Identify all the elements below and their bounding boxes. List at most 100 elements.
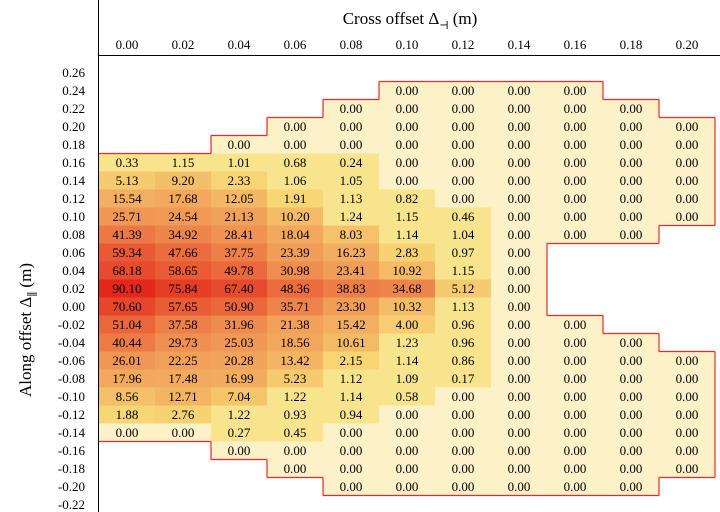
cell-value-label: 0.00: [452, 461, 475, 476]
cell-value-label: 0.00: [620, 407, 643, 422]
heatmap-cell: [323, 207, 379, 226]
cell-value-label: 0.00: [508, 425, 531, 440]
heatmap-cell: [155, 333, 211, 352]
heatmap-cell: [379, 351, 435, 370]
cell-value-label: 0.00: [564, 407, 587, 422]
x-tick-label: 0.10: [396, 37, 419, 52]
cell-value-label: 34.92: [168, 227, 197, 242]
cell-value-label: 1.01: [228, 155, 251, 170]
heatmap-cell: [547, 189, 603, 208]
cell-value-label: 5.23: [284, 371, 307, 386]
cell-value-label: 0.00: [620, 155, 643, 170]
cell-value-label: 0.00: [676, 353, 699, 368]
heatmap-cell: [435, 351, 491, 370]
x-tick-label: 0.02: [172, 37, 195, 52]
cell-value-label: 20.28: [224, 353, 253, 368]
cell-value-label: 0.68: [284, 155, 307, 170]
cell-value-label: 0.00: [620, 443, 643, 458]
heatmap-cell: [267, 423, 323, 442]
cell-value-label: 51.04: [112, 317, 142, 332]
cell-value-label: 0.00: [508, 461, 531, 476]
heatmap-cell: [211, 315, 267, 334]
cell-value-label: 40.44: [112, 335, 142, 350]
heatmap-cell: [379, 261, 435, 280]
heatmap-cell: [379, 153, 435, 172]
cell-value-label: 0.00: [452, 191, 475, 206]
cell-value-label: 0.00: [620, 389, 643, 404]
cell-value-label: 0.00: [508, 173, 531, 188]
heatmap-cell: [323, 441, 379, 460]
cell-value-label: 1.14: [340, 389, 363, 404]
cell-value-label: 1.05: [340, 173, 363, 188]
heatmap-cell: [491, 207, 547, 226]
heatmap-cell: [491, 459, 547, 478]
heatmap-cell: [491, 369, 547, 388]
cell-value-label: 23.41: [336, 263, 365, 278]
cell-value-label: 5.12: [452, 281, 475, 296]
heatmap-cell: [99, 423, 155, 442]
heatmap-cell: [323, 423, 379, 442]
cell-value-label: 1.12: [340, 371, 363, 386]
cell-value-label: 0.00: [564, 461, 587, 476]
heatmap-cell: [435, 315, 491, 334]
cell-value-label: 17.96: [112, 371, 142, 386]
cell-value-label: 67.40: [224, 281, 253, 296]
cell-value-label: 0.46: [452, 209, 475, 224]
heatmap-cell: [547, 315, 603, 334]
heatmap-cell: [603, 99, 659, 118]
cell-value-label: 0.00: [396, 173, 419, 188]
heatmap-cell: [659, 171, 715, 190]
cell-value-label: 2.15: [340, 353, 363, 368]
heatmap-cell: [267, 279, 323, 298]
cell-value-label: 1.14: [396, 227, 419, 242]
y-tick-label: -0.06: [58, 353, 86, 368]
heatmap-cell: [659, 207, 715, 226]
cell-value-label: 10.20: [280, 209, 309, 224]
heatmap-cell: [211, 333, 267, 352]
y-axis-title: Along offset Δ∥(m): [16, 263, 39, 397]
heatmap-cell: [267, 171, 323, 190]
cell-value-label: 21.38: [280, 317, 309, 332]
cell-value-label: 50.90: [224, 299, 253, 314]
cell-value-label: 18.56: [280, 335, 310, 350]
heatmap-cell: [379, 369, 435, 388]
heatmap-cell: [659, 351, 715, 370]
cell-value-label: 0.00: [564, 389, 587, 404]
cell-value-label: 0.82: [396, 191, 419, 206]
heatmap-cell: [211, 207, 267, 226]
cell-value-label: 0.00: [396, 83, 419, 98]
cell-value-label: 9.20: [172, 173, 195, 188]
heatmap-cell: [491, 153, 547, 172]
y-tick-label: -0.12: [58, 407, 85, 422]
heatmap-cell: [491, 315, 547, 334]
cell-value-label: 0.00: [676, 371, 699, 386]
y-tick-label: 0.22: [62, 101, 85, 116]
heatmap-cell: [603, 189, 659, 208]
heatmap-cell: [211, 135, 267, 154]
heatmap-cell: [547, 405, 603, 424]
cell-value-label: 0.00: [508, 245, 531, 260]
heatmap-cell: [659, 153, 715, 172]
y-tick-label: 0.18: [62, 137, 85, 152]
heatmap-cell: [267, 405, 323, 424]
heatmap-cell: [267, 225, 323, 244]
heatmap-cell: [99, 171, 155, 190]
heatmap-cell: [659, 423, 715, 442]
heatmap-cell: [547, 117, 603, 136]
heatmap-cell: [491, 99, 547, 118]
heatmap-cell: [659, 369, 715, 388]
cell-value-label: 0.00: [620, 137, 643, 152]
cell-value-label: 1.09: [396, 371, 419, 386]
cell-value-label: 0.96: [452, 317, 475, 332]
heatmap-cell: [99, 207, 155, 226]
heatmap-cell: [379, 243, 435, 262]
cell-value-label: 0.00: [564, 317, 587, 332]
heatmap-cell: [267, 369, 323, 388]
heatmap-cell: [547, 351, 603, 370]
cell-value-label: 0.00: [396, 443, 419, 458]
cell-value-label: 0.00: [508, 263, 531, 278]
heatmap-cell: [267, 297, 323, 316]
heatmap-cell: [323, 351, 379, 370]
y-tick-label: -0.16: [58, 443, 86, 458]
cell-value-label: 49.78: [224, 263, 253, 278]
